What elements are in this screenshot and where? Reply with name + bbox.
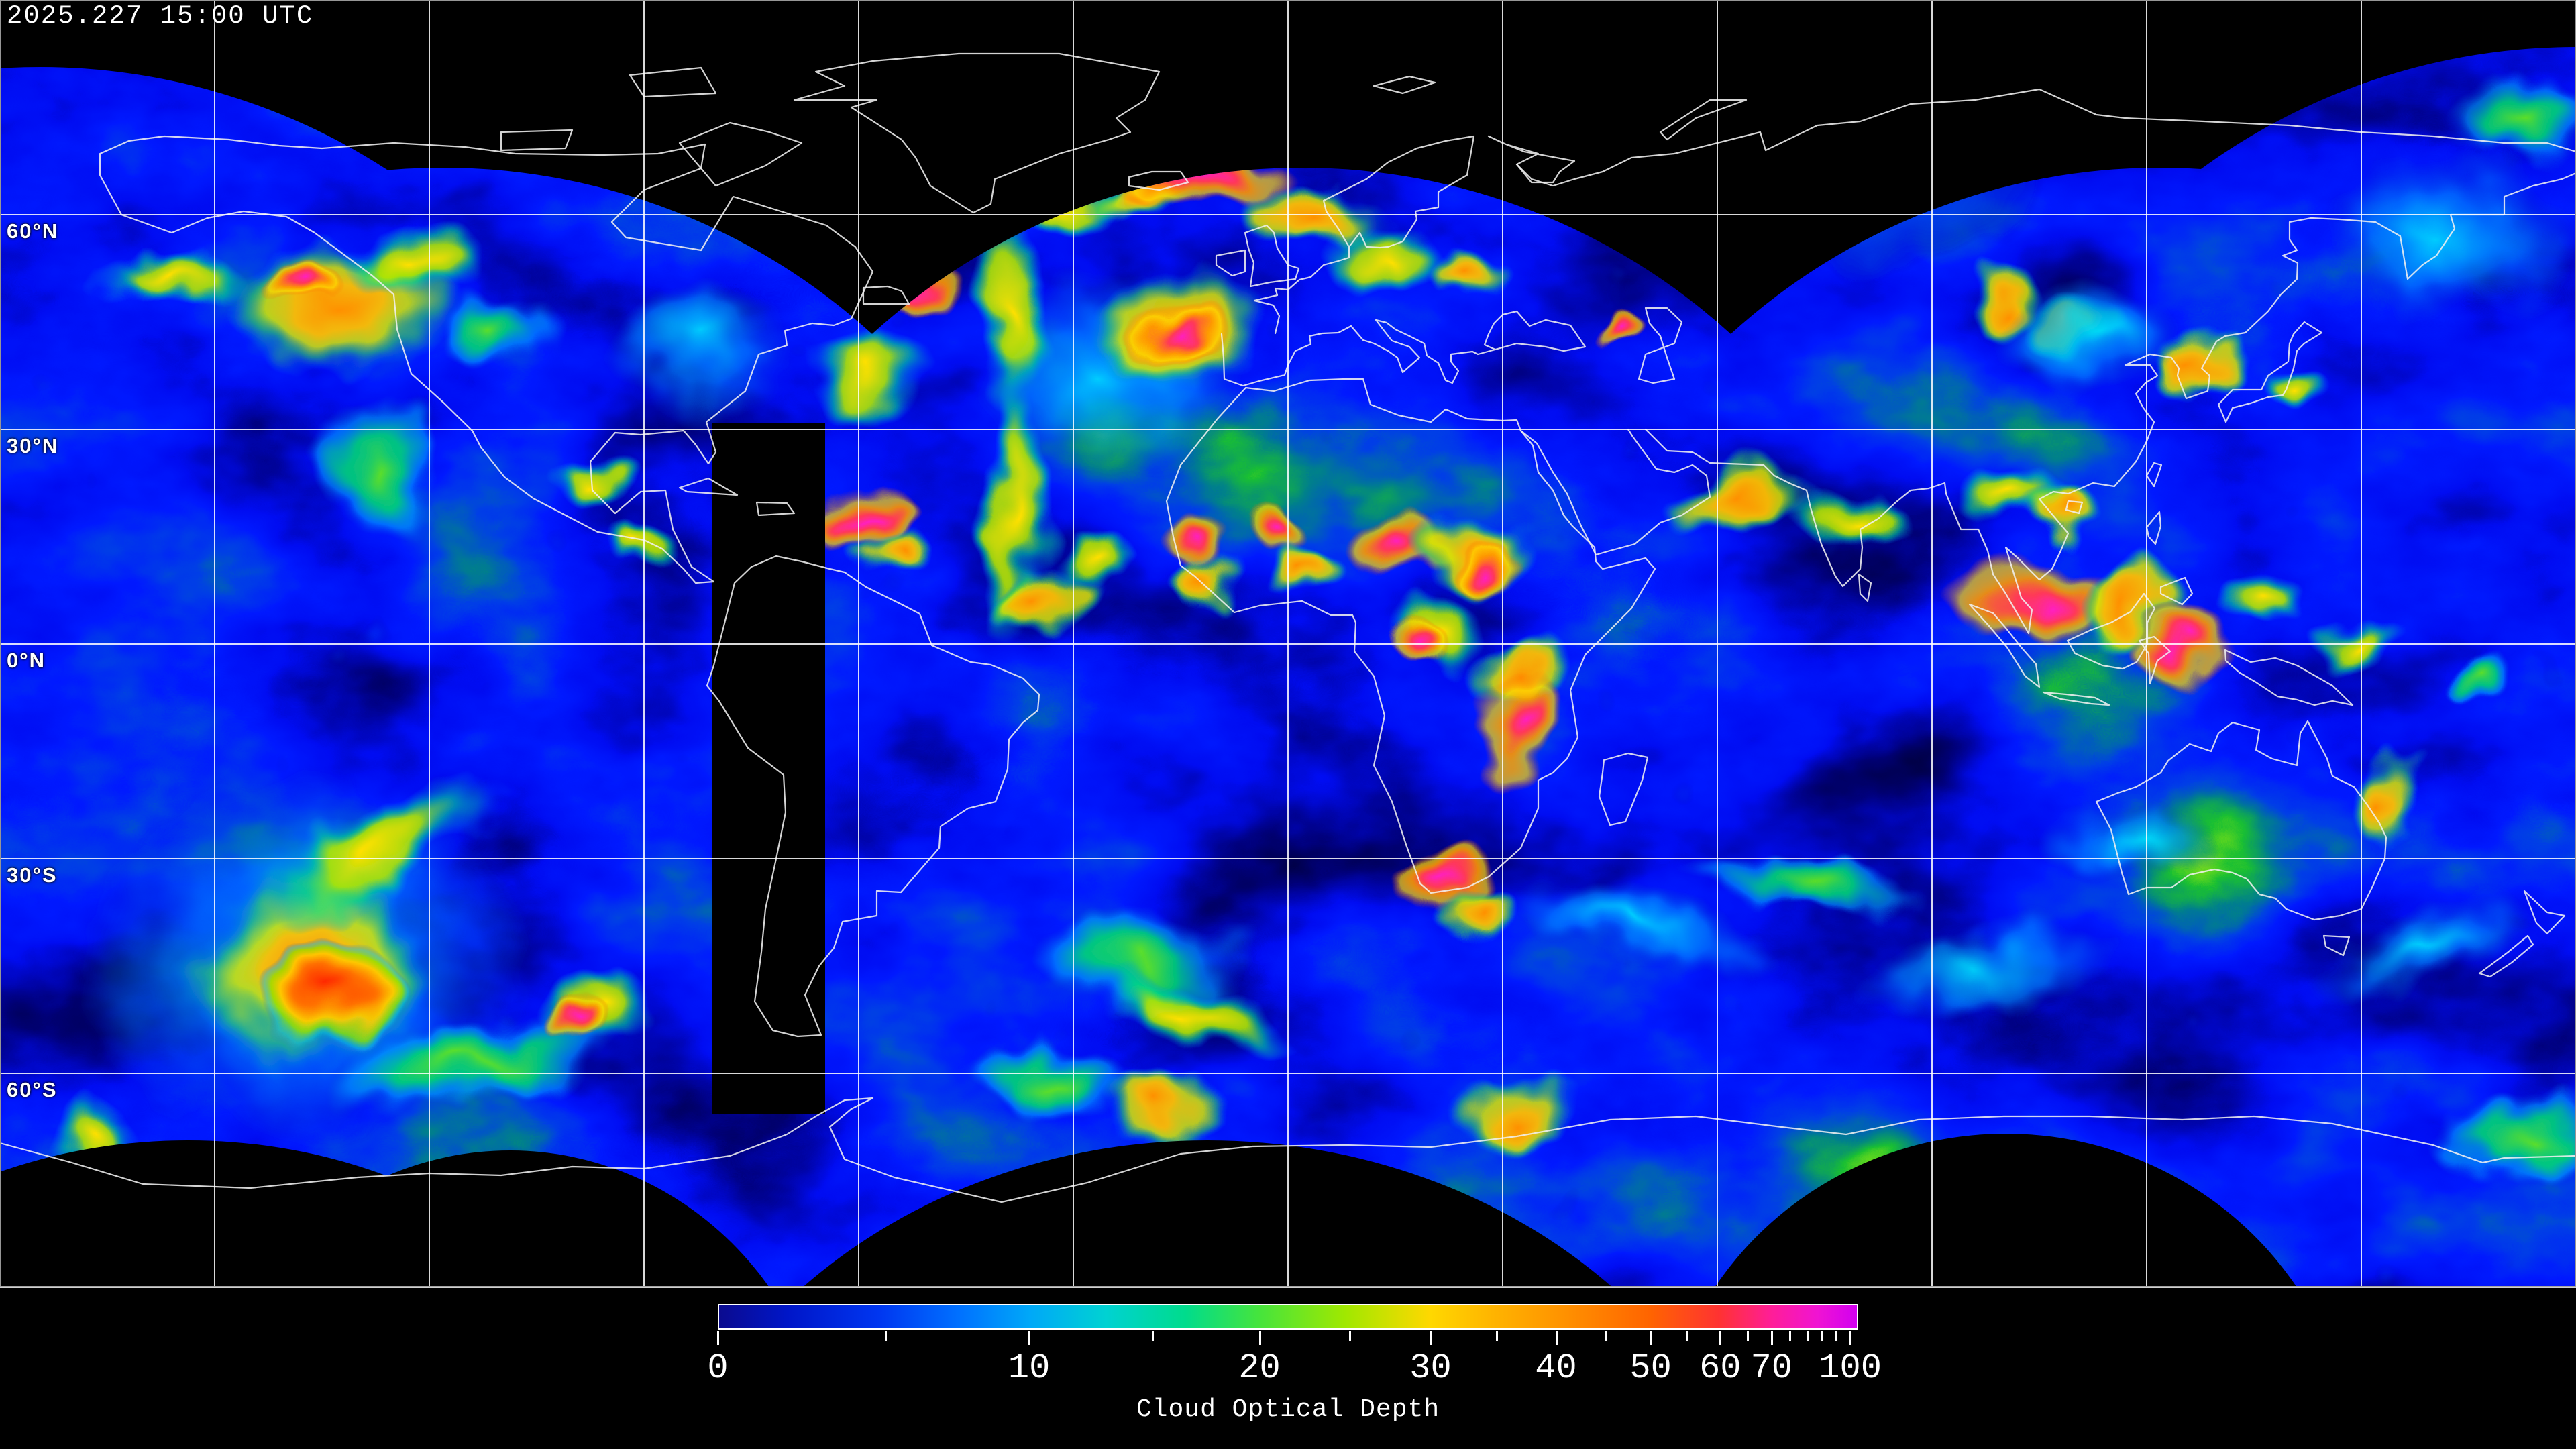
latitude-label: 60°N [7, 219, 59, 243]
colorbar: 0 10 20 30 40 50 60 70 100 Cloud Optical Depth [707, 1304, 1882, 1445]
colorbar-tick [1258, 1331, 1261, 1345]
colorbar-tick [1430, 1331, 1432, 1345]
colorbar-gradient [718, 1304, 1858, 1330]
colorbar-minor-tick [1605, 1331, 1608, 1341]
colorbar-tick-label: 0 [707, 1348, 729, 1388]
timestamp: 2025.227 15:00 UTC [7, 1, 314, 31]
colorbar-minor-tick [884, 1331, 887, 1341]
swath-data-gaps [0, 423, 2298, 1288]
colorbar-tick [1849, 1331, 1852, 1345]
colorbar-tick-label: 50 [1629, 1348, 1672, 1388]
colorbar-tick [1770, 1331, 1773, 1345]
colorbar-minor-tick [1835, 1331, 1837, 1341]
colorbar-minor-tick [1806, 1331, 1809, 1341]
colorbar-tick [717, 1331, 719, 1345]
graticule [0, 0, 2576, 1287]
world-map: 2025.227 15:00 UTC 60°N 30°N 0°N 30°S 60°S [0, 0, 2576, 1288]
colorbar-minor-tick [1789, 1331, 1791, 1341]
latitude-label: 30°N [7, 434, 59, 458]
colorbar-tick-label: 10 [1008, 1348, 1051, 1388]
colorbar-tick [1650, 1331, 1652, 1345]
colorbar-tick-label: 30 [1409, 1348, 1452, 1388]
colorbar-tick [1719, 1331, 1722, 1345]
coastlines [0, 52, 2576, 1203]
colorbar-minor-tick [1348, 1331, 1351, 1341]
latitude-label: 60°S [7, 1078, 58, 1102]
latitude-label: 30°S [7, 863, 58, 887]
colorbar-title: Cloud Optical Depth [1136, 1395, 1440, 1424]
colorbar-tick-label: 70 [1750, 1348, 1793, 1388]
colorbar-tick-label: 100 [1819, 1348, 1882, 1388]
colorbar-minor-tick [1496, 1331, 1499, 1341]
colorbar-tick-label: 20 [1238, 1348, 1281, 1388]
world-map-canvas [0, 0, 2576, 1288]
colorbar-tick-label: 60 [1699, 1348, 1741, 1388]
colorbar-minor-tick [1747, 1331, 1750, 1341]
colorbar-minor-tick [1151, 1331, 1154, 1341]
colorbar-minor-tick [1686, 1331, 1688, 1341]
colorbar-tick [1555, 1331, 1558, 1345]
colorbar-tick-label: 40 [1535, 1348, 1577, 1388]
colorbar-minor-tick [1821, 1331, 1823, 1341]
colorbar-tick [1028, 1331, 1031, 1345]
latitude-label: 0°N [7, 649, 46, 672]
